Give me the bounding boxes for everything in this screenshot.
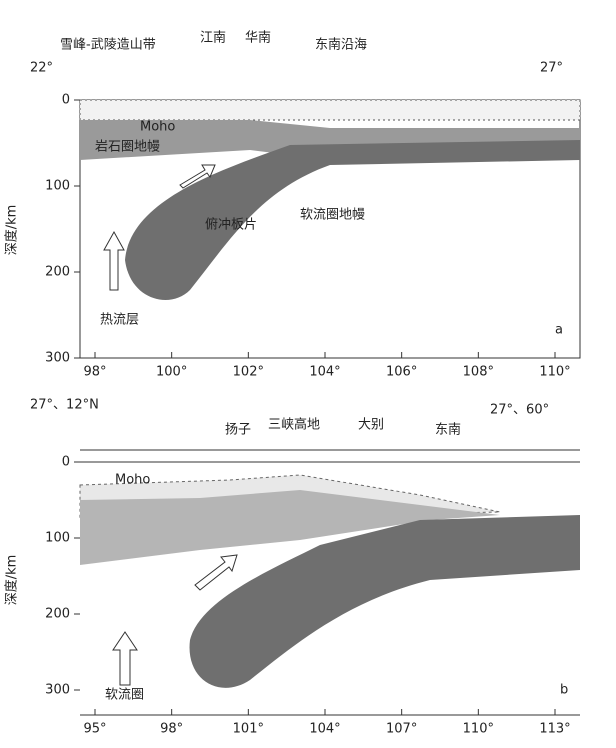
- moho-label: Moho: [140, 120, 175, 135]
- top-label: 江南: [200, 30, 226, 46]
- x-tick-label: 110°: [463, 722, 494, 737]
- region-label: 岩石圈地幔: [95, 140, 160, 155]
- x-tick-label: 104°: [309, 722, 340, 737]
- x-tick-label: 98°: [83, 365, 106, 380]
- panel-tag: b: [560, 683, 568, 698]
- y-tick-label: 0: [62, 455, 70, 470]
- y-axis-label: 深度/km: [4, 555, 20, 606]
- top-label: 三峡高地: [268, 417, 320, 433]
- x-tick-label: 110°: [539, 365, 570, 380]
- y-tick-label: 300: [45, 351, 70, 366]
- region-label: 俯冲板片: [205, 217, 257, 233]
- coord: 27°、60°: [490, 403, 549, 418]
- arrow: [113, 632, 137, 685]
- panel-b: 27°、12°N 扬子 三峡高地 大别 东南 27°、60° Moho 软流圈 …: [4, 398, 581, 737]
- x-tick-label: 95°: [83, 722, 106, 737]
- x-tick-label: 102°: [233, 365, 264, 380]
- region-label: 软流圈地幔: [300, 208, 365, 223]
- panel-tag: a: [555, 323, 563, 338]
- top-label: 华南: [245, 30, 271, 46]
- x-tick-label: 106°: [386, 365, 417, 380]
- region-label: 热流层: [100, 313, 139, 328]
- y-tick-label: 300: [45, 683, 70, 698]
- x-tick-label: 104°: [309, 365, 340, 380]
- panel-a: 雪峰-武陵造山带 江南 华南 东南沿海 22° 27° Moho 岩石圈地幔 俯…: [4, 30, 581, 380]
- y-tick-label: 200: [45, 607, 70, 622]
- y-tick-label: 100: [45, 179, 70, 194]
- top-label: 雪峰-武陵造山带: [60, 38, 156, 53]
- sediment-layer: [80, 100, 580, 120]
- top-label: 扬子: [225, 423, 251, 438]
- arrow: [195, 555, 237, 590]
- top-label: 东南: [435, 422, 461, 438]
- moho-label: Moho: [115, 473, 150, 488]
- x-tick-label: 101°: [233, 722, 264, 737]
- coord: 27°: [540, 61, 563, 76]
- region-label: 软流圈: [105, 688, 144, 703]
- coord: 27°、12°N: [30, 398, 99, 413]
- x-tick-label: 113°: [539, 722, 570, 737]
- figure: 雪峰-武陵造山带 江南 华南 东南沿海 22° 27° Moho 岩石圈地幔 俯…: [0, 0, 616, 744]
- x-tick-label: 100°: [156, 365, 187, 380]
- x-tick-label: 108°: [463, 365, 494, 380]
- y-tick-label: 200: [45, 265, 70, 280]
- x-tick-label: 107°: [386, 722, 417, 737]
- y-tick-label: 100: [45, 531, 70, 546]
- y-tick-label: 0: [62, 93, 70, 108]
- coord: 22°: [30, 61, 53, 76]
- top-label: 东南沿海: [315, 37, 367, 53]
- top-label: 大别: [358, 418, 384, 433]
- y-axis-label: 深度/km: [4, 205, 20, 256]
- x-tick-label: 98°: [160, 722, 183, 737]
